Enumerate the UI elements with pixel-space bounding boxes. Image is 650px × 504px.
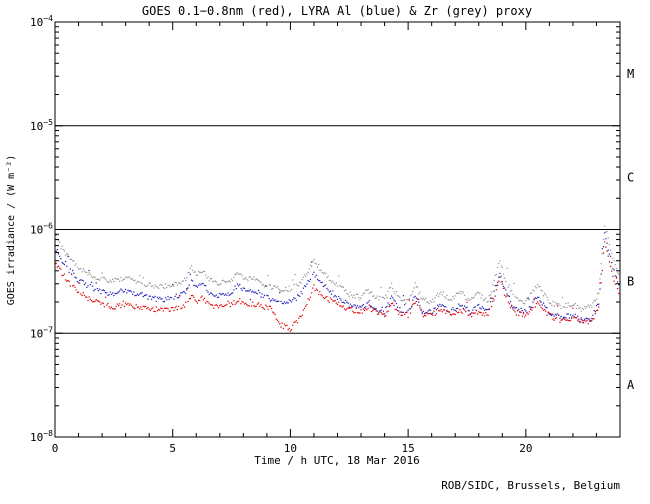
x-axis-title: Time / h UTC, 18 Mar 2016 bbox=[254, 454, 420, 467]
y-tick-label: 10−4 bbox=[30, 14, 53, 29]
x-tick-label: 10 bbox=[284, 442, 297, 455]
flare-class-boundary-lines bbox=[55, 125, 620, 334]
axis-ticks bbox=[54, 21, 621, 438]
flare-class-label: M bbox=[627, 67, 634, 81]
y-tick-label: 10−8 bbox=[30, 429, 53, 444]
flare-class-labels: M C B A bbox=[627, 67, 635, 392]
y-tick-label: 10−6 bbox=[30, 222, 53, 237]
flare-class-label: C bbox=[627, 171, 634, 185]
plot-frame bbox=[54, 21, 621, 438]
y-axis-tick-labels: 10−4 10−5 10−6 10−7 10−8 bbox=[30, 14, 53, 444]
credit-text: ROB/SIDC, Brussels, Belgium bbox=[441, 479, 620, 492]
flare-class-label: A bbox=[627, 378, 635, 392]
data-series-layer bbox=[54, 221, 620, 332]
series-lyra-al-proxy bbox=[54, 232, 620, 324]
y-axis-title: GOES irradiance / (W m⁻²) bbox=[6, 155, 17, 306]
x-tick-label: 0 bbox=[52, 442, 59, 455]
x-tick-label: 15 bbox=[402, 442, 415, 455]
y-tick-label: 10−5 bbox=[30, 118, 53, 133]
y-tick-label: 10−7 bbox=[30, 325, 53, 340]
series-goes-0-1-0-8nm bbox=[54, 241, 620, 332]
x-tick-label: 20 bbox=[519, 442, 532, 455]
flare-class-label: B bbox=[627, 274, 634, 288]
x-tick-label: 5 bbox=[169, 442, 176, 455]
x-axis-tick-labels: 0 5 10 15 20 bbox=[52, 442, 533, 455]
chart-title: GOES 0.1−0.8nm (red), LYRA Al (blue) & Z… bbox=[142, 4, 532, 18]
series-lyra-zr-proxy bbox=[54, 221, 620, 312]
